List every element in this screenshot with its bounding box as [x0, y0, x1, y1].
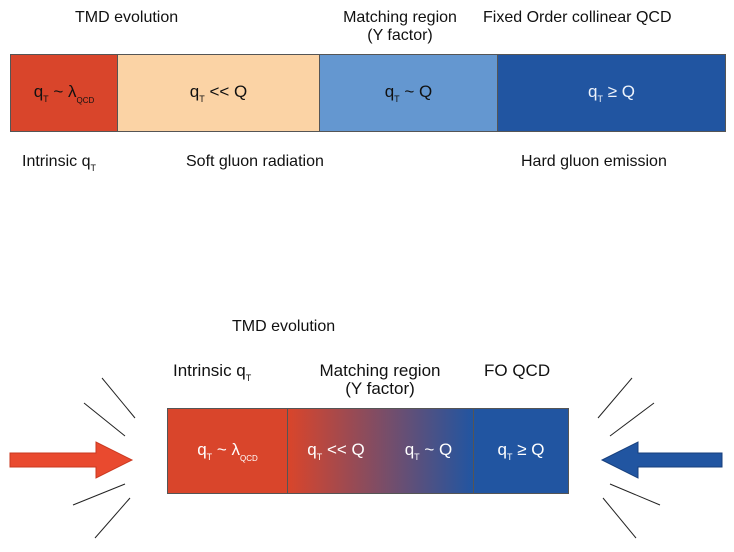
bottom-box-intrinsic-label: qT ~ λQCD: [197, 439, 258, 463]
bottom-box-fo: qT ≥ Q: [474, 408, 568, 494]
left-burst-line-3: [72, 483, 126, 506]
top-heading-tmd-evolution: TMD evolution: [75, 9, 179, 26]
right-burst-line-1: [597, 377, 633, 419]
bottom-divider-1: [287, 408, 288, 494]
top-box-hard: qT ≥ Q: [497, 54, 726, 132]
left-burst-line-1: [101, 377, 136, 419]
bottom-title: TMD evolution: [232, 318, 336, 335]
left-burst-line-4: [94, 497, 131, 539]
top-heading-matching-region: Matching region (Y factor): [330, 9, 470, 45]
top-box-soft: qT << Q: [117, 54, 320, 132]
top-box-soft-label: qT << Q: [189, 82, 248, 104]
bottom-box-soft: qT << Q: [288, 408, 384, 494]
top-label-hard-gluon: Hard gluon emission: [521, 153, 667, 170]
top-box-matching-label: qT ~ Q: [384, 82, 433, 104]
right-incoming-arrow-icon: [600, 441, 723, 479]
top-label-soft-gluon: Soft gluon radiation: [186, 153, 324, 170]
top-box-intrinsic-label: qT ~ λQCD: [33, 81, 95, 105]
bottom-heading-intrinsic: Intrinsic qT: [173, 361, 252, 384]
right-burst-line-2: [609, 402, 655, 437]
bottom-divider-2: [473, 408, 474, 494]
top-heading-fixed-order: Fixed Order collinear QCD: [483, 9, 672, 26]
left-burst-lines: [72, 377, 136, 539]
right-burst-lines: [597, 377, 661, 539]
bottom-heading-matching-line1: Matching region: [319, 361, 441, 380]
left-incoming-arrow-icon: [9, 441, 134, 479]
bottom-box-matching: qT ~ Q: [384, 408, 473, 494]
bottom-box-fo-label: qT ≥ Q: [497, 440, 545, 462]
bottom-heading-matching-line2: (Y factor): [345, 379, 415, 398]
left-burst-line-2: [83, 402, 126, 437]
bottom-bar: [167, 408, 569, 494]
bottom-heading-fo-qcd: FO QCD: [484, 361, 551, 380]
bottom-box-soft-label: qT << Q: [307, 440, 365, 462]
top-heading-matching-line1: Matching region: [343, 9, 457, 26]
bottom-box-intrinsic: qT ~ λQCD: [168, 408, 287, 494]
top-label-intrinsic: Intrinsic qT: [22, 153, 96, 173]
bottom-box-matching-label: qT ~ Q: [404, 440, 453, 462]
top-box-matching: qT ~ Q: [319, 54, 498, 132]
right-burst-line-3: [609, 483, 661, 506]
bottom-heading-matching-region: Matching region (Y factor): [294, 362, 466, 398]
right-burst-line-4: [602, 497, 637, 539]
top-box-hard-label: qT ≥ Q: [588, 82, 635, 104]
top-heading-matching-line2: (Y factor): [367, 27, 433, 44]
